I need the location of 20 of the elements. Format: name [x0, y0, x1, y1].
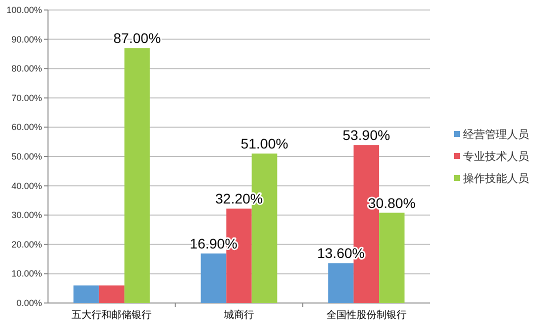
x-tick-label: 五大行和邮储银行 [72, 309, 152, 321]
y-tick-label: 50.00% [11, 152, 42, 162]
x-tick-label: 城商行 [223, 309, 254, 321]
y-tick-label: 60.00% [11, 122, 42, 132]
y-tick-label: 10.00% [11, 268, 42, 279]
data-label: 53.90% [342, 127, 390, 144]
x-tick-label: 全国性股份制银行 [326, 309, 406, 321]
y-tick-label: 30.00% [11, 210, 42, 220]
legend-label: 专业技术人员 [463, 150, 529, 163]
data-label: 87.00% [113, 30, 161, 46]
data-label: 51.00% [240, 136, 288, 152]
y-tick-label: 20.00% [11, 239, 42, 250]
y-tick-label: 90.00% [11, 34, 42, 44]
y-tick-label: 80.00% [11, 64, 42, 74]
y-tick-label: 70.00% [11, 92, 42, 103]
legend-label: 操作技能人员 [463, 172, 529, 185]
legend-label: 经营管理人员 [463, 128, 529, 141]
y-tick-label: 100.00% [6, 5, 42, 15]
y-tick-label: 40.00% [11, 180, 42, 191]
y-tick-label: 0.00% [16, 298, 42, 308]
